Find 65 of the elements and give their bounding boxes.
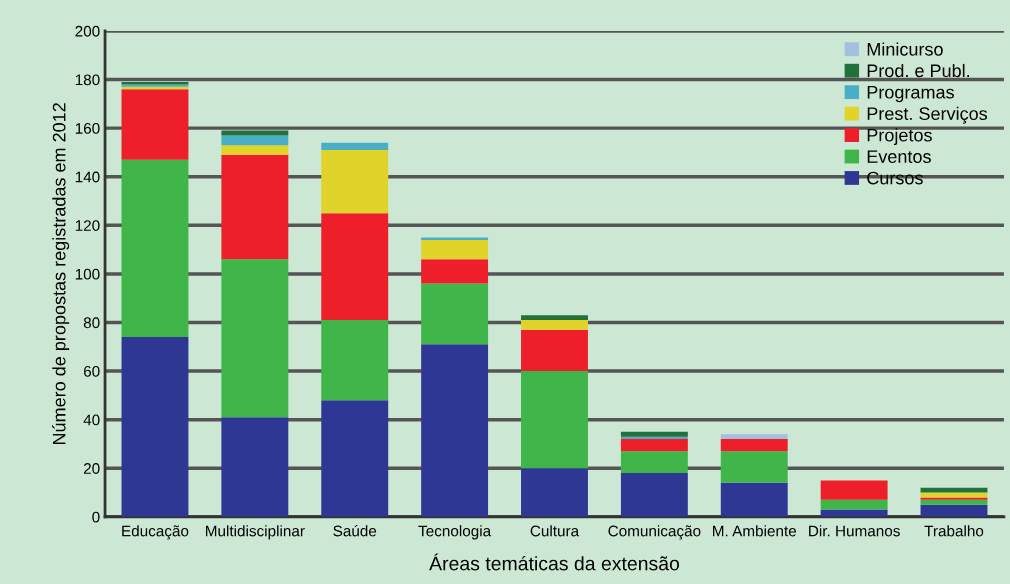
- bar: [221, 135, 289, 146]
- bar: [421, 344, 489, 517]
- y-tick-label: 120: [75, 220, 100, 231]
- bar: [920, 487, 988, 493]
- y-tick-label: 140: [75, 171, 100, 183]
- bar: [221, 145, 289, 155]
- bar: [920, 499, 988, 505]
- bar: [620, 431, 688, 437]
- bar: [820, 499, 888, 510]
- y-tick-label: 100: [75, 268, 100, 280]
- y-axis-title: Número de propostas registradas em 2012: [52, 103, 70, 445]
- bar: [321, 320, 389, 401]
- legend-label: Programas: [867, 85, 954, 103]
- y-tick-label: 200: [75, 25, 100, 37]
- bar: [720, 434, 788, 440]
- y-tick-label: 40: [83, 414, 100, 426]
- bar: [620, 439, 688, 452]
- bar: [521, 315, 588, 321]
- bar: [521, 329, 588, 372]
- bar: [720, 482, 788, 517]
- x-tick-label: Cultura: [530, 525, 580, 537]
- legend-label: Projetos: [867, 128, 932, 146]
- x-tick-label: Trabalho: [924, 525, 984, 537]
- bar: [920, 497, 988, 500]
- bar: [121, 337, 189, 517]
- bar: [321, 142, 389, 150]
- bar: [421, 237, 489, 240]
- bar: [620, 473, 688, 517]
- y-tick-label: 80: [83, 317, 100, 329]
- x-tick-label: Dir. Humanos: [809, 525, 900, 537]
- bar: [820, 480, 888, 500]
- bar: [421, 239, 489, 260]
- bar: [221, 154, 289, 260]
- x-tick-label: Comunicação: [608, 525, 701, 540]
- y-tick-label: 160: [75, 123, 100, 134]
- bar: [121, 89, 189, 160]
- y-tick-label: 20: [83, 463, 100, 474]
- bar: [221, 417, 289, 517]
- bar: [720, 439, 788, 452]
- bar: [421, 283, 489, 345]
- y-tick-label: 180: [75, 74, 100, 86]
- bar: [321, 213, 389, 321]
- x-tick-label: Multidisciplinar: [206, 525, 305, 540]
- bar: [221, 259, 289, 418]
- bar: [521, 468, 588, 517]
- x-tick-label: M. Ambiente: [713, 525, 797, 537]
- legend-label: Minicurso: [867, 42, 943, 56]
- bar: [321, 149, 389, 214]
- x-tick-label: Tecnologia: [418, 525, 492, 540]
- legend-label: Cursos: [867, 171, 923, 185]
- bar: [521, 320, 588, 330]
- bar: [521, 371, 588, 469]
- bar: [121, 159, 189, 338]
- y-tick-label: 0: [92, 511, 100, 523]
- x-tick-label: Saúde: [333, 524, 377, 537]
- bar: [620, 451, 688, 474]
- y-tick-label: 60: [83, 365, 100, 377]
- bar: [321, 400, 389, 517]
- legend-label: Prod. e Publ.: [867, 63, 970, 78]
- x-axis-title: Áreas temáticas da extensão: [429, 553, 680, 571]
- legend-label: Prest. Serviços: [867, 106, 988, 124]
- bar: [421, 259, 489, 284]
- x-tick-label: Educação: [122, 525, 189, 540]
- legend-label: Eventos: [867, 150, 931, 163]
- bar: [720, 451, 788, 483]
